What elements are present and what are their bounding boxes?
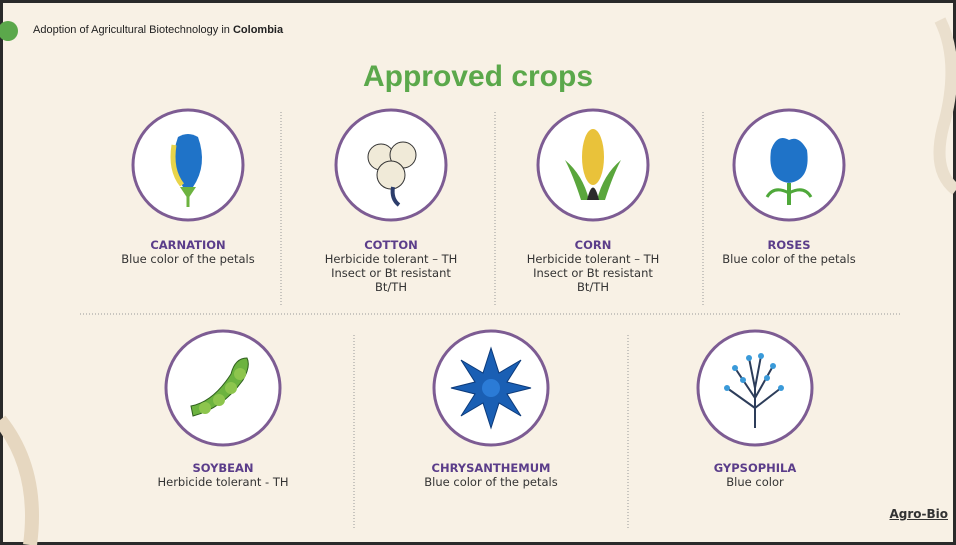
- crop-description: Herbicide tolerant – TH: [321, 252, 461, 266]
- crop-description: Insect or Bt resistant Bt/TH: [523, 266, 663, 294]
- header-text: Adoption of Agricultural Biotechnology i…: [33, 24, 233, 36]
- crop-name: GYPSOPHILA: [670, 461, 840, 475]
- header-country: Colombia: [233, 24, 283, 36]
- crop-icon: [698, 331, 812, 445]
- crop-description: Blue color of the petals: [719, 252, 859, 266]
- crop-description: Blue color of the petals: [118, 252, 258, 266]
- crop-icon: [734, 110, 844, 220]
- crop-name: ROSES: [704, 238, 874, 252]
- crop-description: Blue color of the petals: [421, 475, 561, 489]
- crop-name: CHRYSANTHEMUM: [406, 461, 576, 475]
- crop-icon: [133, 110, 243, 220]
- crop-name: CARNATION: [103, 238, 273, 252]
- crop-icon: [166, 331, 280, 445]
- crop-description: Herbicide tolerant - TH: [153, 475, 293, 489]
- crop-description: Herbicide tolerant – TH: [523, 252, 663, 266]
- title: Approved crops: [0, 60, 956, 94]
- crop-icon: [434, 331, 548, 445]
- crop-icon: [538, 110, 648, 220]
- crop-name: SOYBEAN: [138, 461, 308, 475]
- header: Adoption of Agricultural Biotechnology i…: [33, 24, 283, 36]
- crop-description: Insect or Bt resistant Bt/TH: [321, 266, 461, 294]
- crop-icon: [336, 110, 446, 220]
- crop-name: CORN: [508, 238, 678, 252]
- slide: Adoption of Agricultural Biotechnology i…: [0, 0, 956, 545]
- logo: Agro-Bio: [889, 507, 948, 521]
- crop-name: COTTON: [306, 238, 476, 252]
- crop-description: Blue color: [685, 475, 825, 489]
